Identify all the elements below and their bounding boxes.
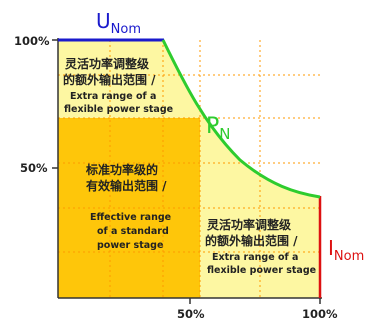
voltage-label: UNom xyxy=(96,9,141,37)
upper-extra-range-text: 灵活功率调整级 的额外输出范围 / Extra range of a flexi… xyxy=(63,56,173,115)
y-axis-label-50: 50% xyxy=(20,161,48,175)
x-axis-label-100: 100% xyxy=(302,307,338,321)
upper-extra-en-2: flexible power stage xyxy=(64,104,173,115)
right-extra-cn-2: 的额外输出范围 / xyxy=(205,233,298,248)
standard-en-3: power stage xyxy=(97,240,163,251)
standard-range-text: 标准功率级的 有效输出范围 / Effective range of a sta… xyxy=(85,162,171,251)
y-axis-label-100: 100% xyxy=(14,34,50,48)
current-label: INom xyxy=(328,236,364,264)
right-extra-en-1: Extra range of a xyxy=(212,252,298,263)
right-extra-en-2: flexible power stage xyxy=(207,265,316,276)
upper-extra-cn-2: 的额外输出范围 / xyxy=(63,72,156,87)
standard-cn-1: 标准功率级的 xyxy=(85,162,158,177)
power-label: PN xyxy=(206,114,231,143)
upper-extra-en-1: Extra range of a xyxy=(70,91,156,102)
axes xyxy=(52,38,322,304)
power-curve xyxy=(161,39,321,199)
right-extra-cn-1: 灵活功率调整级 xyxy=(207,217,291,232)
standard-cn-2: 有效输出范围 / xyxy=(86,178,167,193)
right-extra-range-text: 灵活功率调整级 的额外输出范围 / Extra range of a flexi… xyxy=(205,217,316,276)
upper-extra-cn-1: 灵活功率调整级 xyxy=(65,56,149,71)
grid-lines xyxy=(58,40,320,298)
standard-en-2: of a standard xyxy=(97,226,169,237)
x-axis-label-50: 50% xyxy=(177,307,205,321)
standard-en-1: Effective range xyxy=(90,212,171,223)
